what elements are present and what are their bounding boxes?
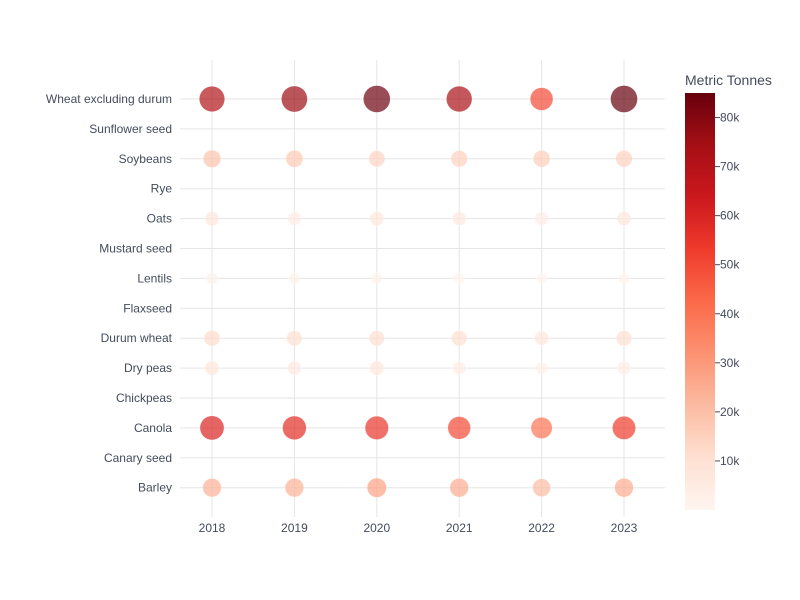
x-tick-label: 2021 <box>446 521 473 535</box>
bubble-point[interactable] <box>534 330 549 346</box>
colorbar-tick-label: 60k <box>720 209 740 223</box>
bubbles <box>199 85 638 498</box>
bubble-point[interactable] <box>446 85 473 113</box>
bubble-point[interactable] <box>452 211 467 226</box>
bubble-point[interactable] <box>285 150 304 168</box>
bubble-point[interactable] <box>287 211 302 226</box>
bubble-point[interactable] <box>364 415 389 440</box>
y-tick-label: Mustard seed <box>99 242 172 256</box>
colorbar-tick-label: 20k <box>720 405 740 419</box>
bubble-point[interactable] <box>451 330 468 347</box>
bubble-point[interactable] <box>284 478 304 498</box>
bubble-point[interactable] <box>204 360 220 376</box>
y-tick-label: Durum wheat <box>101 331 173 345</box>
bubble-point[interactable] <box>534 211 549 226</box>
bubble-point[interactable] <box>288 272 301 285</box>
x-axis: 2018 2019 2020 2021 2022 2023 <box>199 521 638 535</box>
y-tick-label: Canary seed <box>104 451 172 465</box>
y-tick-label: Soybeans <box>119 152 172 166</box>
bubble-point[interactable] <box>616 330 632 347</box>
bubble-point[interactable] <box>203 330 221 347</box>
bubble-point[interactable] <box>447 416 471 440</box>
bubble-point[interactable] <box>532 150 551 168</box>
y-tick-label: Flaxseed <box>123 301 172 315</box>
bubble-point[interactable] <box>199 415 225 441</box>
bubble-point[interactable] <box>282 415 307 441</box>
bubble-point[interactable] <box>536 272 548 284</box>
bubble-point[interactable] <box>204 211 220 226</box>
bubble-point[interactable] <box>612 416 636 440</box>
bubble-point[interactable] <box>618 272 630 285</box>
colorbar-tick-label: 50k <box>720 258 740 272</box>
bubble-point[interactable] <box>363 85 391 113</box>
y-tick-label: Canola <box>134 421 172 435</box>
bubble-point[interactable] <box>202 478 222 498</box>
colorbar-tick-label: 40k <box>720 307 740 321</box>
bubble-point[interactable] <box>452 361 467 376</box>
y-tick-label: Rye <box>151 182 173 196</box>
y-tick-label: Wheat excluding durum <box>46 92 172 106</box>
bubble-point[interactable] <box>529 87 554 111</box>
bubble-point[interactable] <box>368 330 385 347</box>
colorbar-tick-label: 80k <box>720 111 740 125</box>
y-axis: Barley Canary seed Canola Chickpeas Dry peas… <box>46 92 173 495</box>
bubble-point[interactable] <box>366 477 387 498</box>
bubble-point[interactable] <box>368 150 386 168</box>
bubble-point[interactable] <box>614 478 634 498</box>
x-tick-label: 2018 <box>199 521 226 535</box>
bubble-point[interactable] <box>370 272 383 285</box>
bubble-point[interactable] <box>450 150 468 168</box>
x-tick-label: 2020 <box>363 521 390 535</box>
bubble-point[interactable] <box>287 360 302 376</box>
bubble-point[interactable] <box>453 272 466 285</box>
y-tick-label: Oats <box>147 212 172 226</box>
colorbar-gradient <box>685 93 715 510</box>
bubble-point[interactable] <box>449 478 469 498</box>
bubble-point[interactable] <box>617 361 631 376</box>
x-tick-label: 2023 <box>611 521 638 535</box>
bubble-point[interactable] <box>202 149 222 168</box>
x-tick-label: 2019 <box>281 521 308 535</box>
bubble-point[interactable] <box>369 360 385 376</box>
colorbar: Metric Tonnes 10k 20k 30k 40k 50k 60k 70k 80k <box>685 72 772 510</box>
colorbar-ticks: 10k 20k 30k 40k 50k 60k 70k 80k <box>715 111 740 468</box>
bubble-point[interactable] <box>532 478 551 497</box>
bubble-point[interactable] <box>535 361 549 375</box>
bubble-point[interactable] <box>199 86 225 112</box>
bubble-point[interactable] <box>286 330 303 347</box>
x-tick-label: 2022 <box>528 521 555 535</box>
bubble-point[interactable] <box>530 416 553 439</box>
y-tick-label: Lentils <box>137 271 172 285</box>
y-tick-label: Dry peas <box>124 361 172 375</box>
colorbar-tick-label: 10k <box>720 454 740 468</box>
bubble-point[interactable] <box>281 85 308 113</box>
y-tick-label: Sunflower seed <box>89 122 172 136</box>
y-tick-label: Barley <box>138 481 172 495</box>
bubble-point[interactable] <box>205 272 219 285</box>
colorbar-title: Metric Tonnes <box>685 72 772 88</box>
bubble-point[interactable] <box>615 150 633 168</box>
grid <box>180 60 665 517</box>
bubble-point[interactable] <box>369 211 385 226</box>
bubble-point[interactable] <box>616 211 632 226</box>
bubble-point[interactable] <box>610 85 638 113</box>
y-tick-label: Chickpeas <box>116 391 172 405</box>
colorbar-tick-label: 30k <box>720 356 740 370</box>
colorbar-tick-label: 70k <box>720 160 740 174</box>
